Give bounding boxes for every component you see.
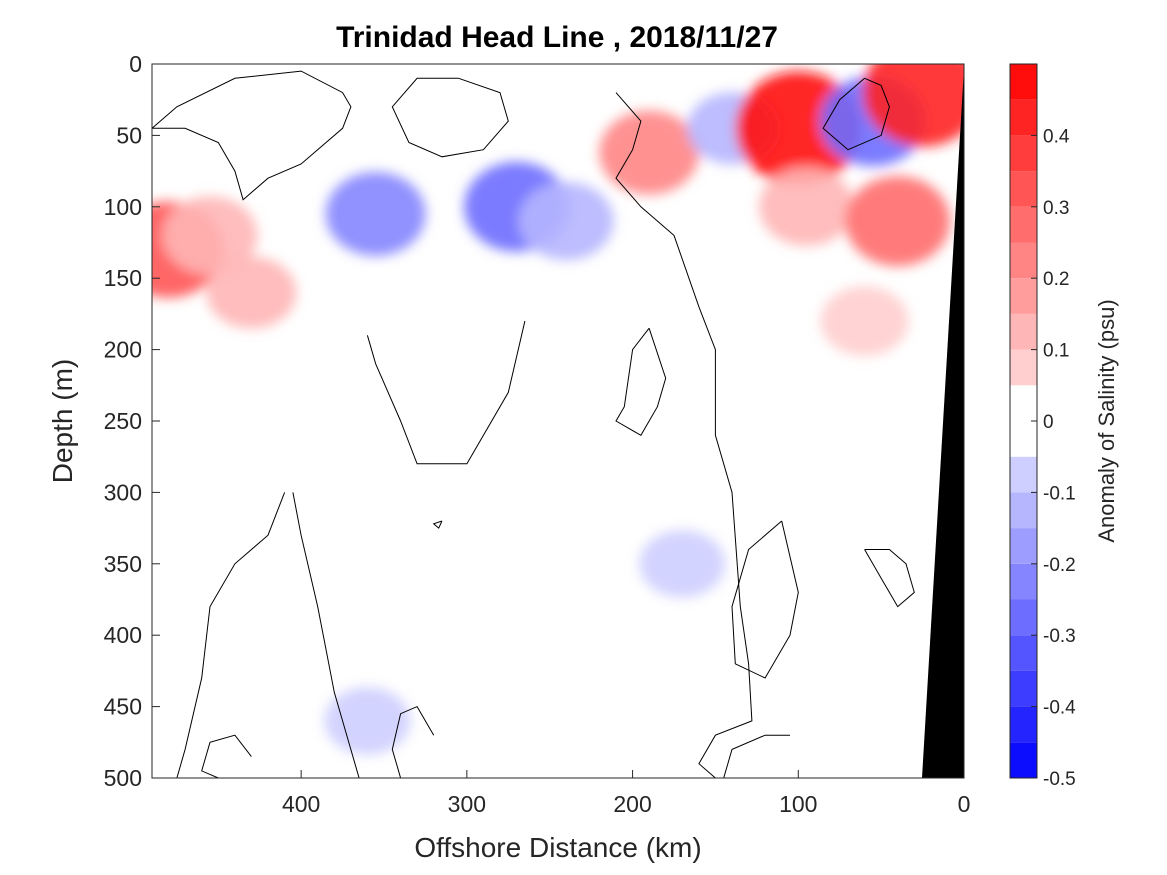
colorbar-tick-label: 0 [1043, 412, 1054, 433]
colorbar-tick-label: 0.4 [1043, 126, 1070, 147]
zero-contour-13 [432, 520, 443, 529]
colorbar-tick-label: -0.1 [1043, 483, 1076, 504]
y-tick-label: 250 [104, 408, 142, 434]
anomaly-blob-14 [639, 530, 726, 598]
zero-contour-7 [615, 327, 667, 436]
anomaly-blob-13 [820, 286, 909, 356]
y-axis-label: Depth (m) [47, 359, 78, 483]
colorbar-segment [1010, 670, 1037, 707]
anomaly-blob-6 [599, 110, 700, 195]
anomaly-blobs [152, 64, 964, 755]
colorbar-tick-label: -0.2 [1043, 555, 1076, 576]
colorbar-segment [1010, 349, 1037, 386]
colorbar-segment [1010, 563, 1037, 600]
zero-contour-5 [292, 492, 360, 778]
zero-contour-2 [615, 92, 753, 778]
anomaly-blob-15 [324, 687, 411, 755]
anomaly-blob-2 [206, 256, 297, 329]
colorbar [1009, 63, 1038, 779]
y-tick-label: 350 [104, 551, 142, 577]
anomaly-blob-5 [518, 182, 614, 261]
y-tick-label: 400 [104, 622, 142, 648]
colorbar-segment [1010, 99, 1037, 136]
colorbar-segment [1010, 64, 1037, 100]
x-tick-label: 0 [958, 791, 971, 817]
anomaly-blob-9 [759, 167, 855, 246]
zero-contour-10 [391, 705, 435, 778]
chart-title: Trinidad Head Line , 2018/11/27 [336, 21, 778, 54]
colorbar-tick-label: -0.5 [1043, 769, 1076, 790]
zero-contour-12 [201, 734, 252, 778]
y-tick-label: 450 [104, 694, 142, 720]
y-tick-label: 300 [104, 479, 142, 505]
colorbar-segment [1010, 206, 1037, 243]
zero-contour-1 [391, 77, 509, 158]
zero-contours [152, 70, 915, 778]
y-tick-label: 0 [129, 51, 142, 77]
zero-contour-4 [176, 492, 286, 778]
zero-contour-11 [723, 734, 790, 778]
x-axis-label: Offshore Distance (km) [414, 832, 701, 863]
y-tick-label: 500 [104, 765, 142, 791]
colorbar-segment [1010, 599, 1037, 636]
colorbar-segment [1010, 313, 1037, 350]
colorbar-label: Anomaly of Salinity (psu) [1094, 299, 1119, 542]
colorbar-segment [1010, 135, 1037, 172]
colorbar-segment [1010, 492, 1037, 529]
y-tick-label: 50 [116, 122, 142, 148]
zero-contour-8 [731, 520, 799, 679]
anomaly-blob-12 [845, 176, 951, 267]
colorbar-segment [1010, 242, 1037, 279]
zero-contour-3 [822, 77, 890, 151]
y-tick-label: 200 [104, 337, 142, 363]
colorbar-tick-label: 0.1 [1043, 341, 1069, 362]
y-tick-label: 150 [104, 265, 142, 291]
colorbar-ticks: -0.5 -0.4 -0.3 -0.2 -0.1 0 0.1 0.2 0.3 0.4 [1031, 126, 1076, 790]
zero-contour-0 [152, 70, 352, 201]
x-tick-label: 200 [613, 791, 651, 817]
anomaly-blob-11 [862, 64, 964, 147]
zero-contour-9 [864, 549, 915, 608]
colorbar-segment [1010, 635, 1037, 671]
colorbar-segment [1010, 171, 1037, 207]
colorbar-segment [1010, 706, 1037, 743]
x-tick-label: 400 [282, 791, 320, 817]
colorbar-tick-label: 0.2 [1043, 269, 1069, 290]
anomaly-blob-1 [162, 196, 258, 275]
seafloor-wedge [922, 68, 964, 778]
anomaly-field [152, 64, 964, 755]
x-tick-label: 300 [448, 791, 486, 817]
colorbar-tick-label: 0.3 [1043, 198, 1069, 219]
zero-contour-6 [366, 320, 526, 465]
colorbar-segment [1010, 742, 1037, 778]
colorbar-segment [1010, 278, 1037, 314]
anomaly-blob-3 [325, 171, 426, 256]
plot-area [152, 64, 964, 778]
y-tick-label: 100 [104, 194, 142, 220]
x-tick-label: 100 [779, 791, 817, 817]
colorbar-segment [1010, 456, 1037, 493]
colorbar-segment [1010, 528, 1037, 564]
colorbar-tick-label: -0.3 [1043, 626, 1076, 647]
colorbar-tick-label: -0.4 [1043, 698, 1076, 719]
x-axis-ticks: 400 300 200 100 0 [282, 770, 970, 817]
y-axis-ticks: 0 50 100 150 200 250 300 350 400 450 500 [104, 51, 160, 791]
